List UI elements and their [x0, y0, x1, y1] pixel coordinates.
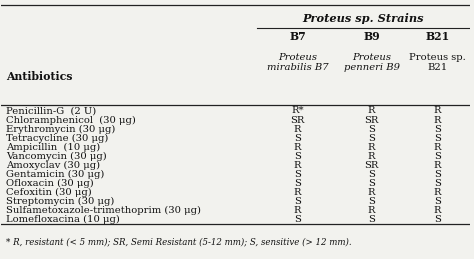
Text: S: S: [368, 134, 375, 143]
Text: Proteus
penneri B9: Proteus penneri B9: [344, 53, 400, 72]
Text: S: S: [434, 134, 441, 143]
Text: B21: B21: [425, 31, 449, 42]
Text: R: R: [294, 206, 301, 215]
Text: B7: B7: [289, 31, 306, 42]
Text: R: R: [294, 161, 301, 170]
Text: R: R: [294, 188, 301, 197]
Text: S: S: [368, 215, 375, 224]
Text: Tetracycline (30 μg): Tetracycline (30 μg): [6, 134, 109, 143]
Text: S: S: [294, 170, 301, 179]
Text: S: S: [434, 170, 441, 179]
Text: Proteus sp. Strains: Proteus sp. Strains: [302, 13, 424, 24]
Text: Antibiotics: Antibiotics: [6, 70, 73, 82]
Text: R: R: [368, 206, 375, 215]
Text: R: R: [433, 106, 441, 116]
Text: R: R: [433, 143, 441, 152]
Text: R: R: [368, 188, 375, 197]
Text: R*: R*: [291, 106, 304, 116]
Text: R: R: [294, 125, 301, 134]
Text: S: S: [368, 179, 375, 188]
Text: SR: SR: [365, 161, 379, 170]
Text: S: S: [294, 197, 301, 206]
Text: Gentamicin (30 μg): Gentamicin (30 μg): [6, 170, 104, 179]
Text: S: S: [368, 170, 375, 179]
Text: S: S: [434, 125, 441, 134]
Text: Ampicillin  (10 μg): Ampicillin (10 μg): [6, 143, 100, 152]
Text: R: R: [368, 143, 375, 152]
Text: S: S: [294, 134, 301, 143]
Text: Erythromycin (30 μg): Erythromycin (30 μg): [6, 125, 116, 134]
Text: Chloramphenicol  (30 μg): Chloramphenicol (30 μg): [6, 116, 136, 125]
Text: S: S: [368, 197, 375, 206]
Text: SR: SR: [365, 116, 379, 125]
Text: S: S: [294, 215, 301, 224]
Text: S: S: [368, 125, 375, 134]
Text: R: R: [433, 206, 441, 215]
Text: S: S: [434, 179, 441, 188]
Text: S: S: [294, 152, 301, 161]
Text: Ofloxacin (30 μg): Ofloxacin (30 μg): [6, 179, 94, 188]
Text: R: R: [433, 161, 441, 170]
Text: R: R: [368, 152, 375, 161]
Text: Sulfametoxazole-trimethoprim (30 μg): Sulfametoxazole-trimethoprim (30 μg): [6, 206, 201, 215]
Text: R: R: [294, 143, 301, 152]
Text: Proteus
mirabilis B7: Proteus mirabilis B7: [267, 53, 328, 72]
Text: SR: SR: [291, 116, 305, 125]
Text: Streptomycin (30 μg): Streptomycin (30 μg): [6, 197, 114, 206]
Text: R: R: [368, 106, 375, 116]
Text: S: S: [294, 179, 301, 188]
Text: S: S: [434, 197, 441, 206]
Text: R: R: [433, 116, 441, 125]
Text: Amoxyclav (30 μg): Amoxyclav (30 μg): [6, 161, 100, 170]
Text: Cefoxitin (30 μg): Cefoxitin (30 μg): [6, 188, 92, 197]
Text: B9: B9: [363, 31, 380, 42]
Text: R: R: [433, 188, 441, 197]
Text: Lomefloxacina (10 μg): Lomefloxacina (10 μg): [6, 215, 120, 224]
Text: Penicillin-G  (2 U): Penicillin-G (2 U): [6, 106, 96, 116]
Text: S: S: [434, 152, 441, 161]
Text: * R, resistant (< 5 mm); SR, Semi Resistant (5-12 mm); S, sensitive (> 12 mm).: * R, resistant (< 5 mm); SR, Semi Resist…: [6, 237, 352, 246]
Text: S: S: [434, 215, 441, 224]
Text: Proteus sp.
B21: Proteus sp. B21: [409, 53, 465, 72]
Text: Vancomycin (30 μg): Vancomycin (30 μg): [6, 152, 107, 161]
